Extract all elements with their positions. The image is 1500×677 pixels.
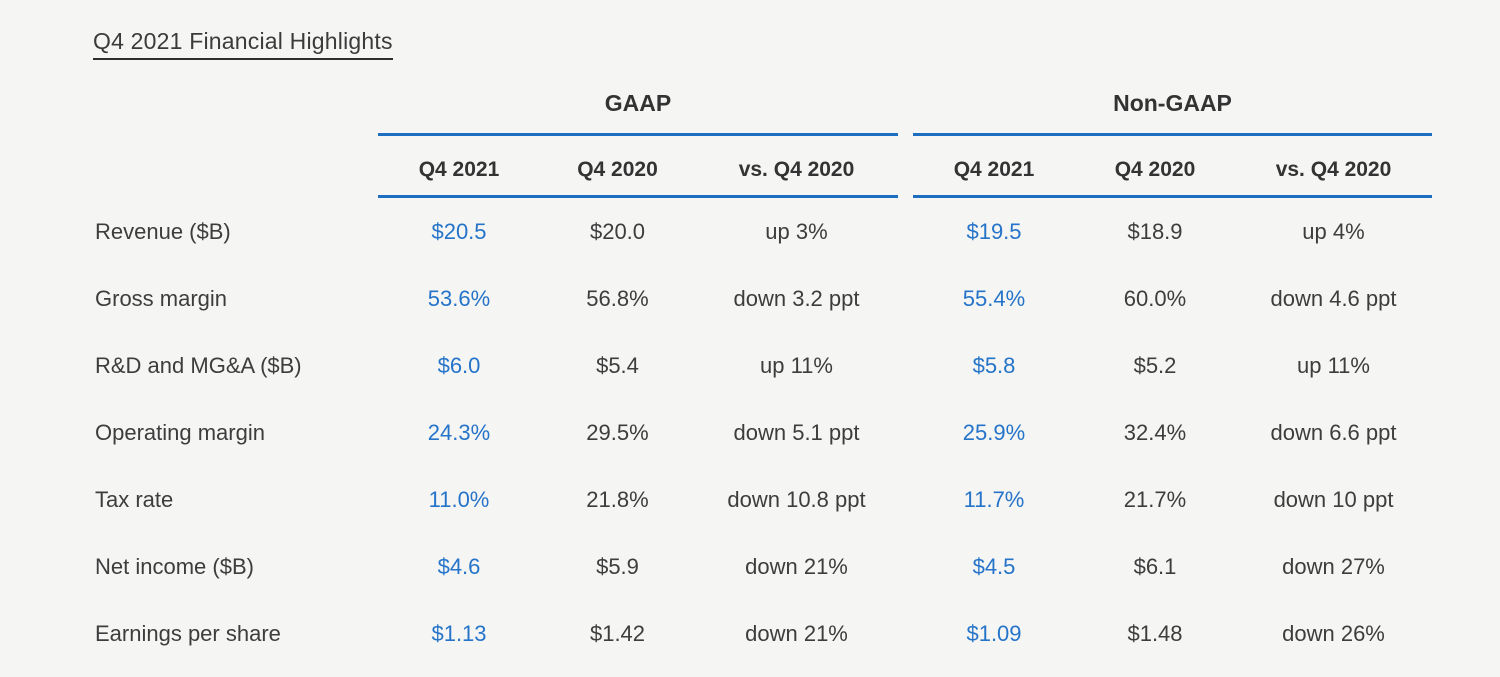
operating-margin-gaap-q4-2021: 24.3% <box>427 419 491 445</box>
net-income-gaap-vs-q4-2020: down 21% <box>745 553 848 579</box>
column-header-non-gaap-q4-2021: Q4 2021 <box>913 136 1075 198</box>
eps-non-gaap-q4-2020: $1.48 <box>1127 620 1183 646</box>
tax-rate-non-gaap-vs-q4-2020: down 10 ppt <box>1273 486 1394 512</box>
column-header-gaap-vs-q4-2020: vs. Q4 2020 <box>695 136 898 198</box>
rd-mga-non-gaap-q4-2021: $5.8 <box>972 352 1016 378</box>
rd-mga-gaap-q4-2021: $6.0 <box>437 352 481 378</box>
gross-margin-non-gaap-q4-2020: 60.0% <box>1123 285 1187 311</box>
row-label-operating-margin: Operating margin <box>95 419 265 445</box>
gross-margin-gaap-vs-q4-2020: down 3.2 ppt <box>733 285 860 311</box>
revenue-non-gaap-q4-2020: $18.9 <box>1127 218 1183 244</box>
revenue-non-gaap-vs-q4-2020: up 4% <box>1302 218 1365 244</box>
eps-gaap-vs-q4-2020: down 21% <box>745 620 848 646</box>
net-income-gaap-q4-2020: $5.9 <box>596 553 639 579</box>
page-title: Q4 2021 Financial Highlights <box>93 28 393 60</box>
gross-margin-gaap-q4-2020: 56.8% <box>586 285 649 311</box>
tax-rate-non-gaap-q4-2020: 21.7% <box>1123 486 1187 512</box>
revenue-non-gaap-q4-2021: $19.5 <box>966 218 1022 244</box>
net-income-non-gaap-q4-2021: $4.5 <box>972 553 1016 579</box>
revenue-gaap-q4-2021: $20.5 <box>431 218 487 244</box>
revenue-gaap-vs-q4-2020: up 3% <box>765 218 828 244</box>
row-label-rd-mga: R&D and MG&A ($B) <box>95 352 302 378</box>
operating-margin-non-gaap-vs-q4-2020: down 6.6 ppt <box>1270 419 1397 445</box>
column-header-gaap-q4-2021: Q4 2021 <box>378 136 540 198</box>
operating-margin-gaap-vs-q4-2020: down 5.1 ppt <box>733 419 860 445</box>
gross-margin-non-gaap-q4-2021: 55.4% <box>962 285 1026 311</box>
column-header-non-gaap-q4-2020: Q4 2020 <box>1075 136 1235 198</box>
net-income-non-gaap-q4-2020: $6.1 <box>1133 553 1177 579</box>
row-label-eps: Earnings per share <box>95 620 281 646</box>
operating-margin-gaap-q4-2020: 29.5% <box>586 419 649 445</box>
gross-margin-gaap-q4-2021: 53.6% <box>427 285 491 311</box>
eps-non-gaap-q4-2021: $1.09 <box>966 620 1022 646</box>
financial-highlights-table: GAAP Non-GAAP Q4 2021 Q4 2020 vs. Q4 202… <box>93 90 1500 667</box>
group-header-gaap: GAAP <box>378 90 898 136</box>
operating-margin-non-gaap-q4-2021: 25.9% <box>962 419 1026 445</box>
eps-gaap-q4-2021: $1.13 <box>431 620 487 646</box>
revenue-gaap-q4-2020: $20.0 <box>589 218 646 244</box>
tax-rate-gaap-q4-2021: 11.0% <box>428 486 490 512</box>
operating-margin-non-gaap-q4-2020: 32.4% <box>1123 419 1187 445</box>
tax-rate-non-gaap-q4-2021: 11.7% <box>963 486 1025 512</box>
rd-mga-gaap-q4-2020: $5.4 <box>596 352 639 378</box>
gross-margin-non-gaap-vs-q4-2020: down 4.6 ppt <box>1270 285 1397 311</box>
row-label-revenue: Revenue ($B) <box>95 218 231 244</box>
row-label-tax-rate: Tax rate <box>95 486 174 512</box>
group-header-non-gaap: Non-GAAP <box>913 90 1432 136</box>
net-income-non-gaap-vs-q4-2020: down 27% <box>1282 553 1385 579</box>
eps-non-gaap-vs-q4-2020: down 26% <box>1282 620 1385 646</box>
rd-mga-non-gaap-vs-q4-2020: up 11% <box>1297 352 1370 378</box>
tax-rate-gaap-q4-2020: 21.8% <box>586 486 649 512</box>
rd-mga-non-gaap-q4-2020: $5.2 <box>1133 352 1177 378</box>
column-header-gaap-q4-2020: Q4 2020 <box>540 136 695 198</box>
eps-gaap-q4-2020: $1.42 <box>589 620 646 646</box>
tax-rate-gaap-vs-q4-2020: down 10.8 ppt <box>727 486 866 512</box>
column-header-non-gaap-vs-q4-2020: vs. Q4 2020 <box>1235 136 1432 198</box>
row-label-net-income: Net income ($B) <box>95 553 254 579</box>
row-label-gross-margin: Gross margin <box>95 285 228 311</box>
rd-mga-gaap-vs-q4-2020: up 11% <box>760 352 833 378</box>
net-income-gaap-q4-2021: $4.6 <box>437 553 481 579</box>
